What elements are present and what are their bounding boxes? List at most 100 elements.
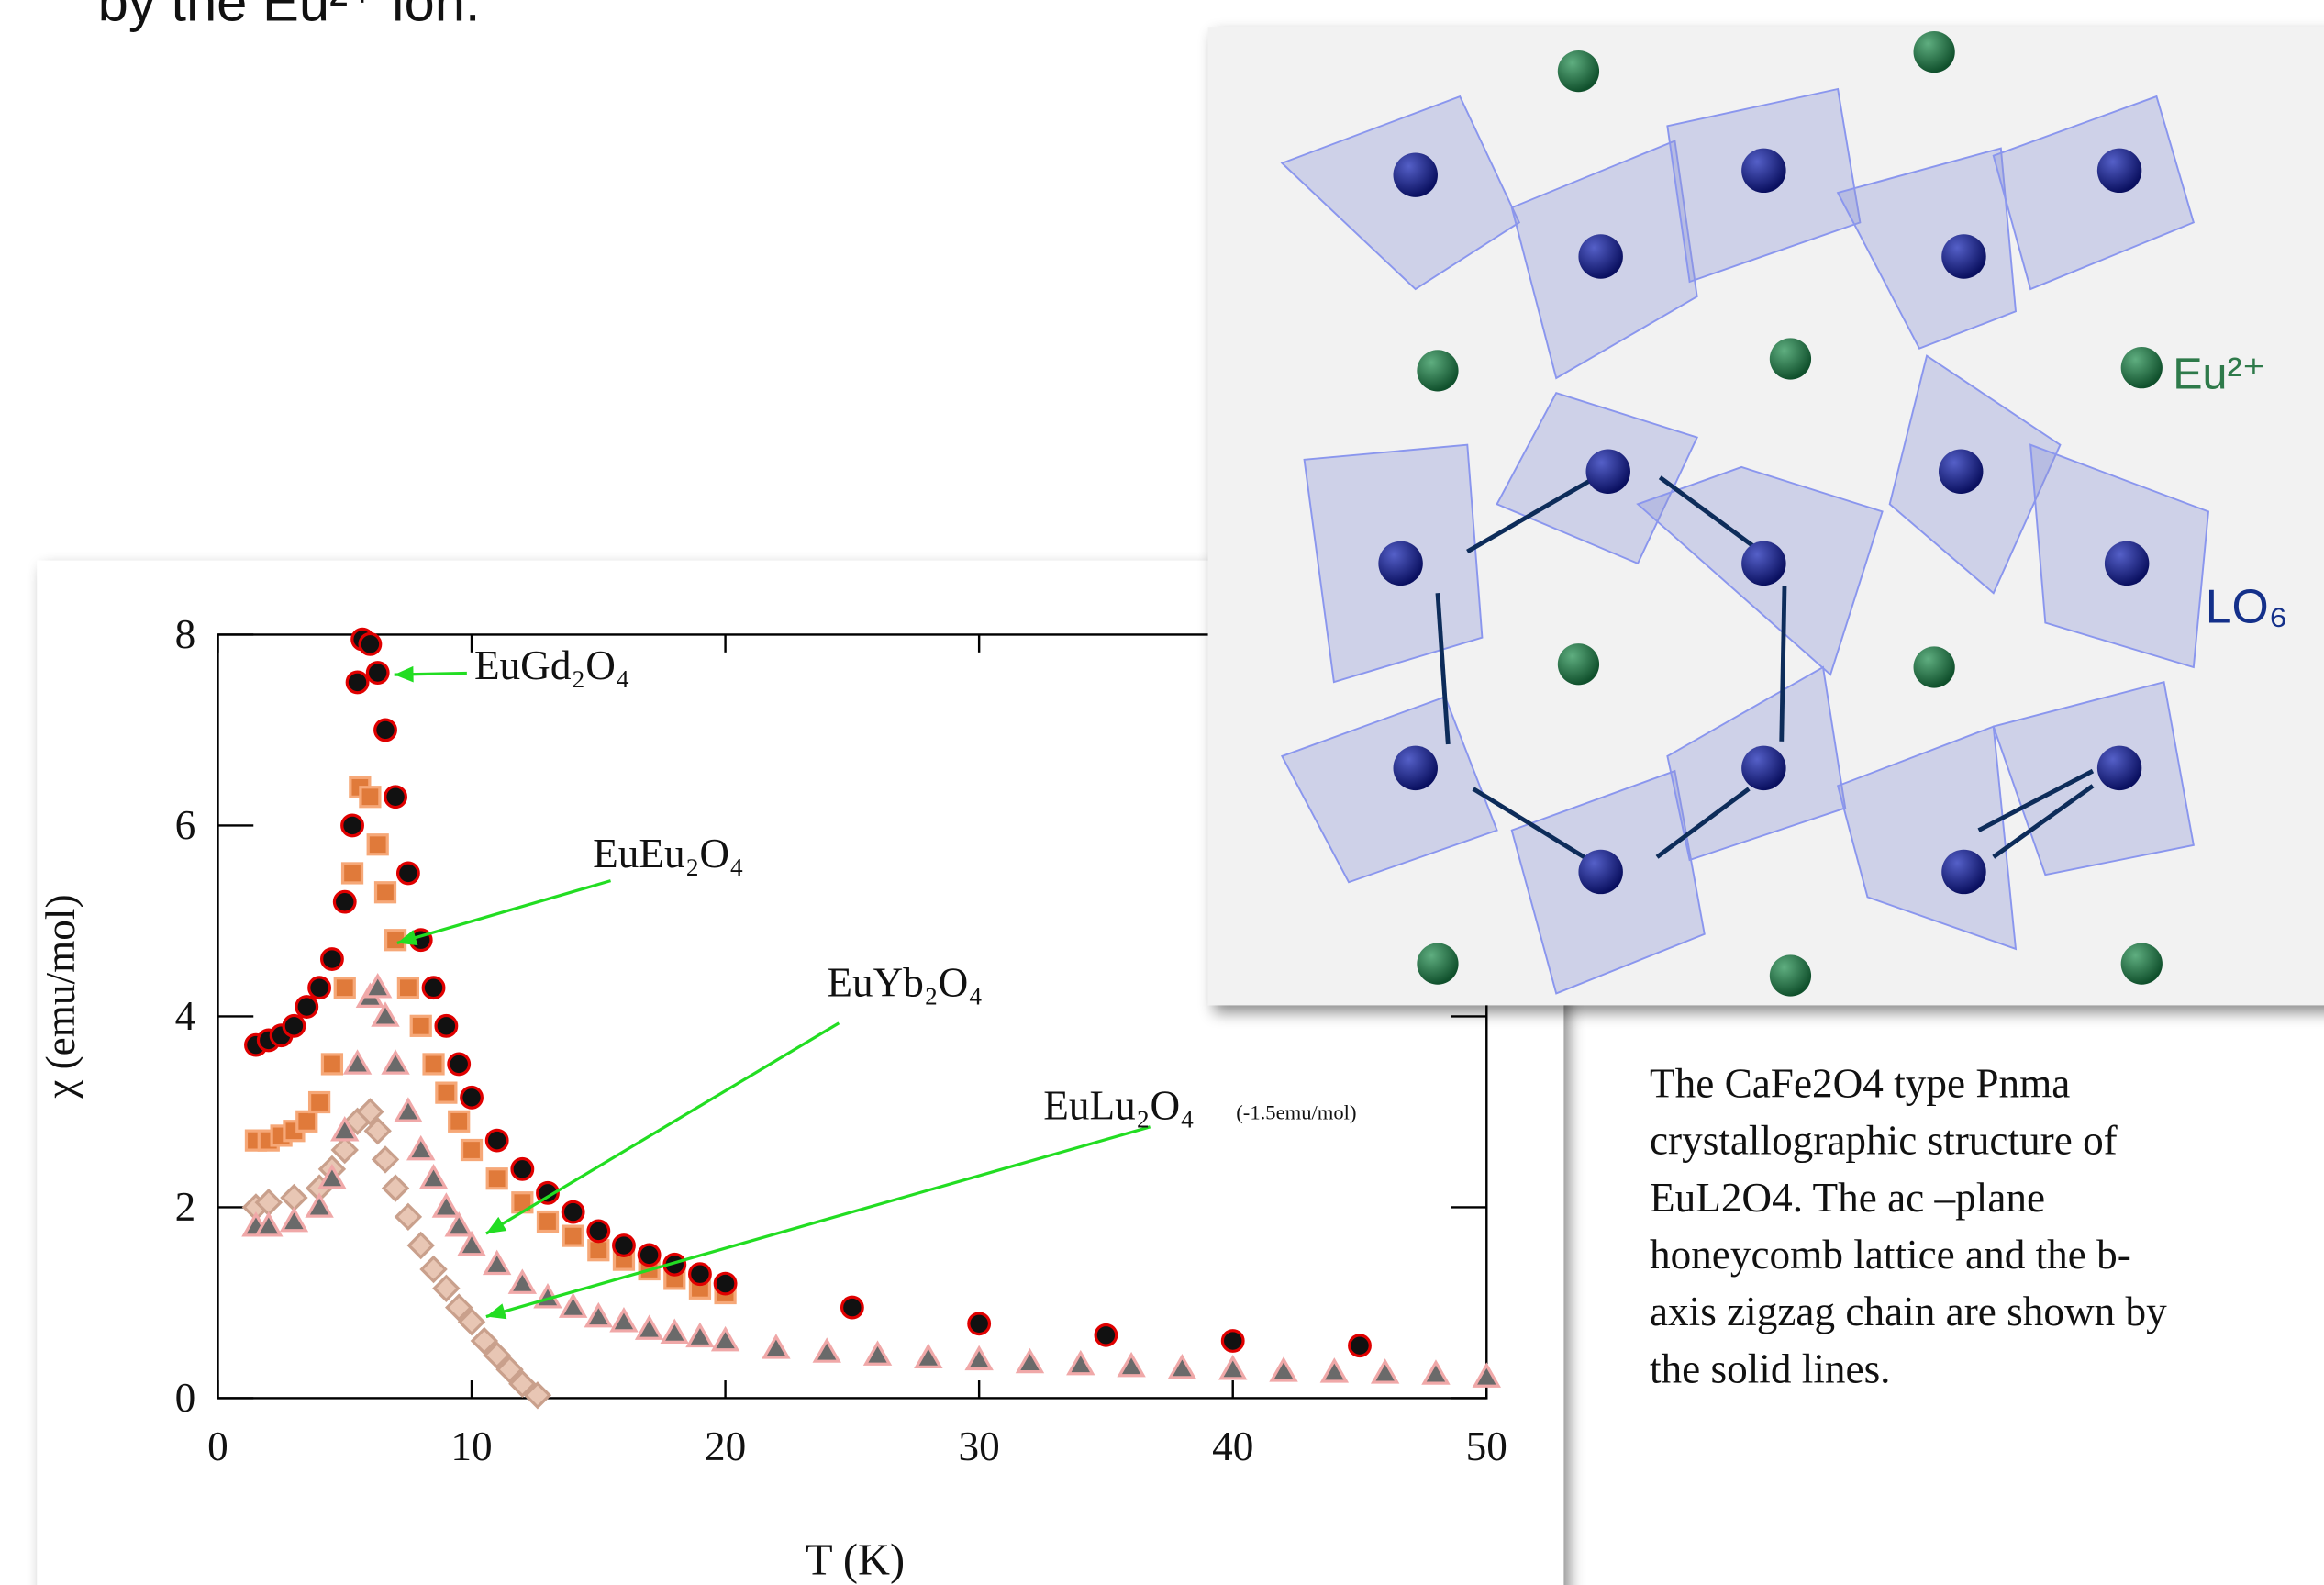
data-point [1350, 1335, 1371, 1356]
data-point [690, 1264, 711, 1285]
data-point [562, 1201, 584, 1222]
eu-atom [1558, 643, 1599, 685]
data-point [368, 835, 387, 854]
slide: by the Eu²⁺ ion. 0102030405002468T (K)χ … [0, 0, 2324, 1585]
y-tick-label: 2 [175, 1184, 196, 1230]
annotation-label: EuLu₂O₄ [1043, 1083, 1195, 1129]
data-point [639, 1245, 660, 1266]
data-point [614, 1235, 635, 1256]
data-point [398, 978, 417, 998]
caption-line: axis zigzag chain are shown by [1650, 1289, 2167, 1334]
l-atom [1941, 234, 1985, 278]
data-point [375, 720, 396, 741]
caption-line: EuL2O4. The ac –plane [1650, 1175, 2045, 1221]
caption-line: honeycomb lattice and the b- [1650, 1232, 2131, 1278]
data-point [424, 1055, 443, 1074]
annotation-label: EuEu₂O₄ [593, 831, 744, 876]
data-point [449, 1054, 470, 1075]
x-tick-label: 10 [450, 1423, 492, 1469]
annotation-label: EuYb₂O₄ [827, 960, 983, 1006]
l-atom [1578, 850, 1622, 894]
y-axis-label: χ (emu/mol) [38, 894, 83, 1099]
data-point [342, 815, 363, 836]
eu-atom [1417, 350, 1458, 391]
l-atom [1586, 450, 1630, 494]
data-point [334, 891, 355, 912]
data-point [343, 864, 362, 883]
data-point [375, 883, 395, 902]
l-atom [2105, 541, 2149, 586]
data-point [538, 1212, 557, 1232]
data-point [461, 1088, 483, 1109]
chain-line [1782, 586, 1785, 742]
data-point [310, 1093, 329, 1112]
y-tick-label: 4 [175, 993, 196, 1039]
y-tick-label: 0 [175, 1375, 196, 1421]
data-point [589, 1241, 608, 1260]
l-atom [2097, 746, 2141, 790]
annotation-label: EuGd₂O₄ [474, 642, 630, 688]
eu-atom [1417, 943, 1458, 984]
l-atom [1394, 152, 1438, 196]
data-point [309, 977, 330, 999]
data-point [436, 1016, 457, 1037]
l-atom [1741, 149, 1785, 193]
data-point [969, 1313, 990, 1334]
x-tick-label: 20 [705, 1423, 746, 1469]
data-point [411, 1016, 430, 1035]
intro-text: by the Eu²⁺ ion. [98, 0, 481, 33]
data-point [367, 663, 388, 684]
eu-atom [1770, 338, 1811, 379]
caption-line: the solid lines. [1650, 1345, 1891, 1391]
eu-atom [1770, 954, 1811, 996]
data-point [450, 1111, 469, 1131]
l-atom [1741, 746, 1785, 790]
data-point [563, 1226, 583, 1245]
caption-line: The CaFe2O4 type Pnma [1650, 1060, 2070, 1106]
data-point [361, 787, 380, 807]
data-point [486, 1130, 507, 1151]
data-point [423, 977, 444, 999]
l-atom [1941, 850, 1985, 894]
data-point [322, 949, 343, 970]
data-point [462, 1141, 482, 1160]
structure-panel: Eu²⁺ LO₆ [1208, 27, 2324, 1005]
l-atom [1741, 541, 1785, 586]
data-point [715, 1273, 736, 1294]
l-atom [1578, 234, 1622, 278]
data-point [335, 978, 354, 998]
page: {"intro_text": "by the Eu²⁺ ion.", "char… [0, 0, 2324, 1585]
l-atom [2097, 149, 2141, 193]
eu-atom [1914, 31, 1955, 73]
eu-label: Eu²⁺ [2173, 349, 2265, 398]
data-point [588, 1221, 609, 1242]
x-tick-label: 50 [1466, 1423, 1507, 1469]
data-point [487, 1169, 506, 1189]
data-point [842, 1297, 863, 1318]
data-point [512, 1159, 533, 1180]
y-tick-label: 8 [175, 611, 196, 657]
data-point [1222, 1331, 1243, 1352]
data-point [437, 1083, 456, 1102]
x-axis-label: T (K) [806, 1536, 905, 1585]
eu-atom [2121, 943, 2163, 984]
l-atom [1378, 541, 1422, 586]
annotation-note: (-1.5emu/mol) [1236, 1101, 1356, 1124]
eu-atom [1558, 50, 1599, 92]
data-point [297, 1111, 317, 1131]
data-point [1095, 1324, 1117, 1345]
x-tick-label: 0 [207, 1423, 228, 1469]
l-atom [1939, 450, 1983, 494]
x-tick-label: 30 [959, 1423, 1000, 1469]
eu-atom [2121, 347, 2163, 388]
data-point [322, 1055, 341, 1074]
y-tick-label: 6 [175, 802, 196, 848]
data-point [398, 863, 419, 884]
data-point [296, 997, 317, 1018]
data-point [347, 672, 368, 693]
eu-atom [1914, 646, 1955, 687]
l-atom [1394, 746, 1438, 790]
data-point [360, 634, 381, 655]
lo-label: LO₆ [2206, 580, 2288, 633]
caption: The CaFe2O4 type Pnmacrystallographic st… [1650, 1060, 2167, 1391]
